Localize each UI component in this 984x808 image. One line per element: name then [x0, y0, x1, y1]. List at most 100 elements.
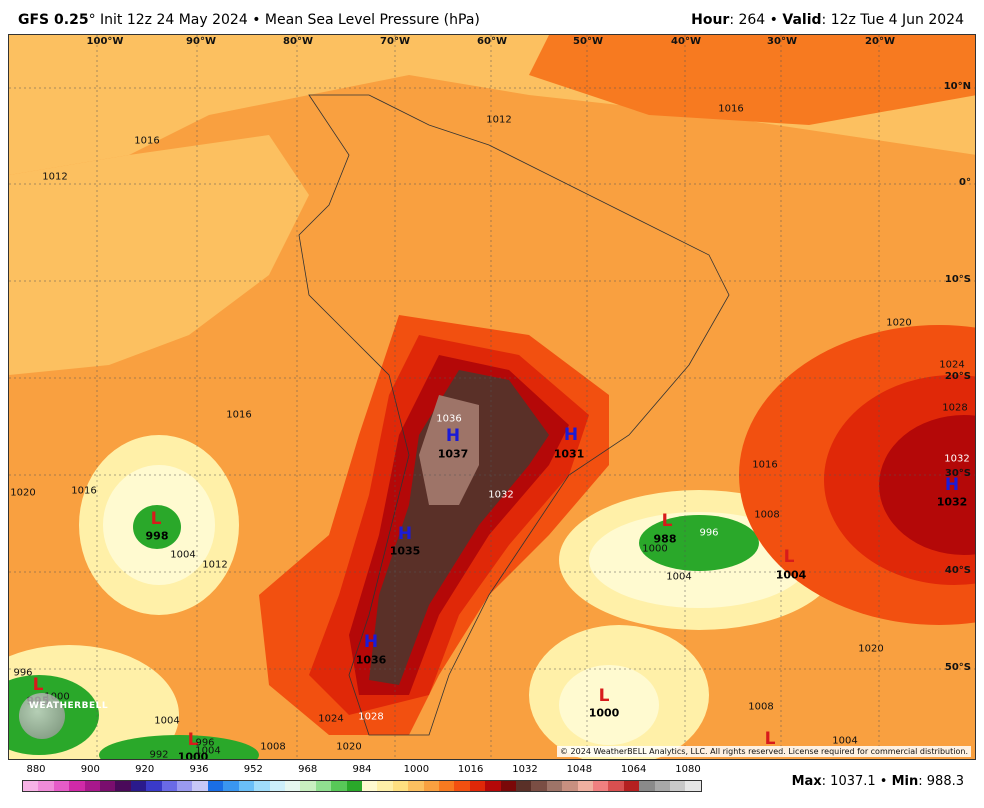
lon-label: 30°W — [767, 36, 797, 47]
lon-label: 20°W — [865, 36, 895, 47]
legend-swatch — [84, 781, 101, 791]
separator: • — [247, 12, 265, 28]
legend-swatch — [69, 781, 85, 791]
legend-tick-label: 952 — [243, 764, 263, 775]
isobar-label: 1004 — [154, 715, 180, 727]
isobar-label: 1008 — [748, 701, 774, 713]
band-south-atlantic-inner — [559, 665, 659, 745]
isobar-label: 1028 — [942, 402, 968, 414]
isobar-label: 1012 — [42, 171, 68, 183]
coastline — [298, 94, 730, 736]
legend-swatch — [516, 781, 532, 791]
field-name: Mean Sea Level Pressure (hPa) — [264, 12, 480, 28]
lat-label: 40°S — [944, 565, 971, 576]
legend-swatch — [670, 781, 686, 791]
isobar-label: 1004 — [832, 735, 858, 747]
center-value: 1000 — [588, 706, 620, 720]
isobar-label: 1016 — [226, 409, 252, 421]
legend-swatch — [608, 781, 624, 791]
init-time: Init 12z 24 May 2024 — [95, 12, 248, 28]
valid-value: : 12z Tue 4 Jun 2024 — [821, 12, 964, 28]
low-core-west — [133, 505, 181, 549]
isobar-label: 1024 — [318, 713, 344, 725]
legend-swatch — [654, 781, 671, 791]
pressure-map: 100°W 90°W 80°W 70°W 60°W 50°W 40°W 30°W… — [8, 34, 976, 760]
lat-label: 10°S — [944, 274, 971, 285]
center-value: 1031 — [553, 447, 585, 461]
lon-label: 70°W — [380, 36, 410, 47]
isobar-label: 1020 — [886, 317, 912, 329]
legend-tick-label: 968 — [298, 764, 318, 775]
legend-tick-label: 984 — [352, 764, 372, 775]
isobar-label: 1016 — [134, 135, 160, 147]
hour-label: Hour — [691, 12, 730, 28]
lon-label: 100°W — [86, 36, 124, 47]
legend-swatch — [192, 781, 208, 791]
legend-swatch — [392, 781, 409, 791]
isobar-label: 1016 — [752, 459, 778, 471]
lon-label: 80°W — [283, 36, 313, 47]
map-canvas — [9, 35, 975, 759]
high-marker: H — [563, 425, 579, 445]
lat-label: 0° — [959, 177, 971, 188]
min-label: Min — [891, 774, 919, 789]
model-name: GFS 0.25 — [18, 12, 89, 28]
legend-tick-label: 936 — [189, 764, 209, 775]
legend-swatch — [438, 781, 455, 791]
legend-tick-label: 1064 — [620, 764, 647, 775]
low-marker: L — [598, 686, 610, 706]
isobar-label: 1020 — [858, 643, 884, 655]
max-label: Max — [791, 774, 822, 789]
legend-swatch — [23, 781, 39, 791]
title-left: GFS 0.25° Init 12z 24 May 2024 • Mean Se… — [18, 12, 480, 28]
max-value: : 1037.1 — [821, 774, 876, 789]
legend-ticks: 880 900 920 936 952 968 984 1000 1016 1032 1048 106… — [22, 764, 702, 778]
isobar-label: 1000 — [44, 691, 70, 703]
center-value: 998 — [145, 529, 169, 543]
legend-tick-label: 1080 — [675, 764, 701, 775]
legend-swatch — [593, 781, 609, 791]
isobar-label: 1016 — [71, 485, 97, 497]
legend-swatch — [562, 781, 578, 791]
isobar-label: 1024 — [939, 359, 965, 371]
center-value: 1004 — [775, 568, 807, 582]
isobar-label: 1016 — [718, 103, 744, 115]
low-core-south — [99, 735, 259, 759]
legend-swatch — [300, 781, 316, 791]
legend-tick-label: 1048 — [566, 764, 593, 775]
legend-swatch — [685, 781, 701, 791]
legend-swatch — [469, 781, 486, 791]
separator: • — [875, 774, 892, 789]
legend-swatch — [223, 781, 239, 791]
title-right: Hour: 264 • Valid: 12z Tue 4 Jun 2024 — [691, 12, 964, 28]
isobar-label: 1032 — [944, 453, 970, 465]
band-1016-north — [529, 35, 975, 125]
low-marker: L — [150, 509, 162, 529]
legend-swatch — [284, 781, 301, 791]
degree-symbol: ° — [88, 12, 96, 28]
isobar-label: 1036 — [436, 413, 462, 425]
min-value: : 988.3 — [918, 774, 964, 789]
isobar-label: 1012 — [486, 114, 512, 126]
legend-swatch — [346, 781, 362, 791]
legend-swatch — [53, 781, 70, 791]
isobar-label: 996 — [699, 527, 719, 539]
legend-swatch — [161, 781, 178, 791]
valid-label: Valid — [782, 12, 822, 28]
legend-swatch — [639, 781, 655, 791]
high-band-1036-land — [369, 370, 549, 685]
low-marker: L — [783, 547, 795, 567]
isobar-label: 1000 — [642, 543, 668, 555]
lat-label: 30°S — [944, 468, 971, 479]
isobar-label: 1004 — [195, 745, 221, 757]
isobar-label: 1012 — [202, 559, 228, 571]
isobar-label: 1028 — [358, 711, 384, 723]
isobar-label: 1020 — [10, 487, 36, 499]
legend-swatch — [500, 781, 516, 791]
center-value: 1032 — [936, 495, 968, 509]
legend-tick-label: 1000 — [403, 764, 430, 775]
legend-swatch — [115, 781, 131, 791]
low-marker: L — [661, 511, 673, 531]
legend-swatch — [623, 781, 640, 791]
color-legend: 880 900 920 936 952 968 984 1000 1016 1032 1048 106… — [22, 764, 702, 794]
